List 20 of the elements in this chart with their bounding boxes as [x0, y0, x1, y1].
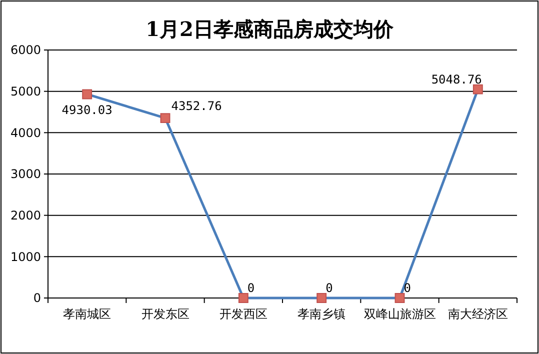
y-tick-label: 3000	[10, 167, 41, 182]
data-label: 0	[404, 281, 411, 295]
x-tick-label: 孝南城区	[63, 307, 112, 321]
data-label: 4930.03	[62, 103, 112, 118]
data-label: 5048.76	[431, 72, 482, 86]
y-tick-label: 4000	[10, 126, 41, 140]
y-tick-label: 0	[33, 291, 41, 306]
y-tick-label: 1000	[10, 250, 41, 264]
x-tick-label: 双峰山旅游区	[364, 307, 436, 321]
y-tick-label: 5000	[10, 84, 41, 99]
x-tick-label: 开发东区	[141, 307, 190, 321]
y-tick-label: 6000	[10, 43, 41, 58]
data-label: 0	[326, 281, 333, 295]
data-label: 4352.76	[171, 99, 222, 114]
x-tick-label: 孝南乡镇	[298, 307, 346, 321]
y-tick-label: 2000	[10, 208, 41, 223]
chart-title: 1月2日孝感商品房成交均价	[146, 17, 394, 41]
x-tick-label: 开发西区	[219, 307, 268, 321]
data-label: 0	[247, 281, 255, 295]
x-tick-label: 南大经济区	[448, 307, 508, 321]
